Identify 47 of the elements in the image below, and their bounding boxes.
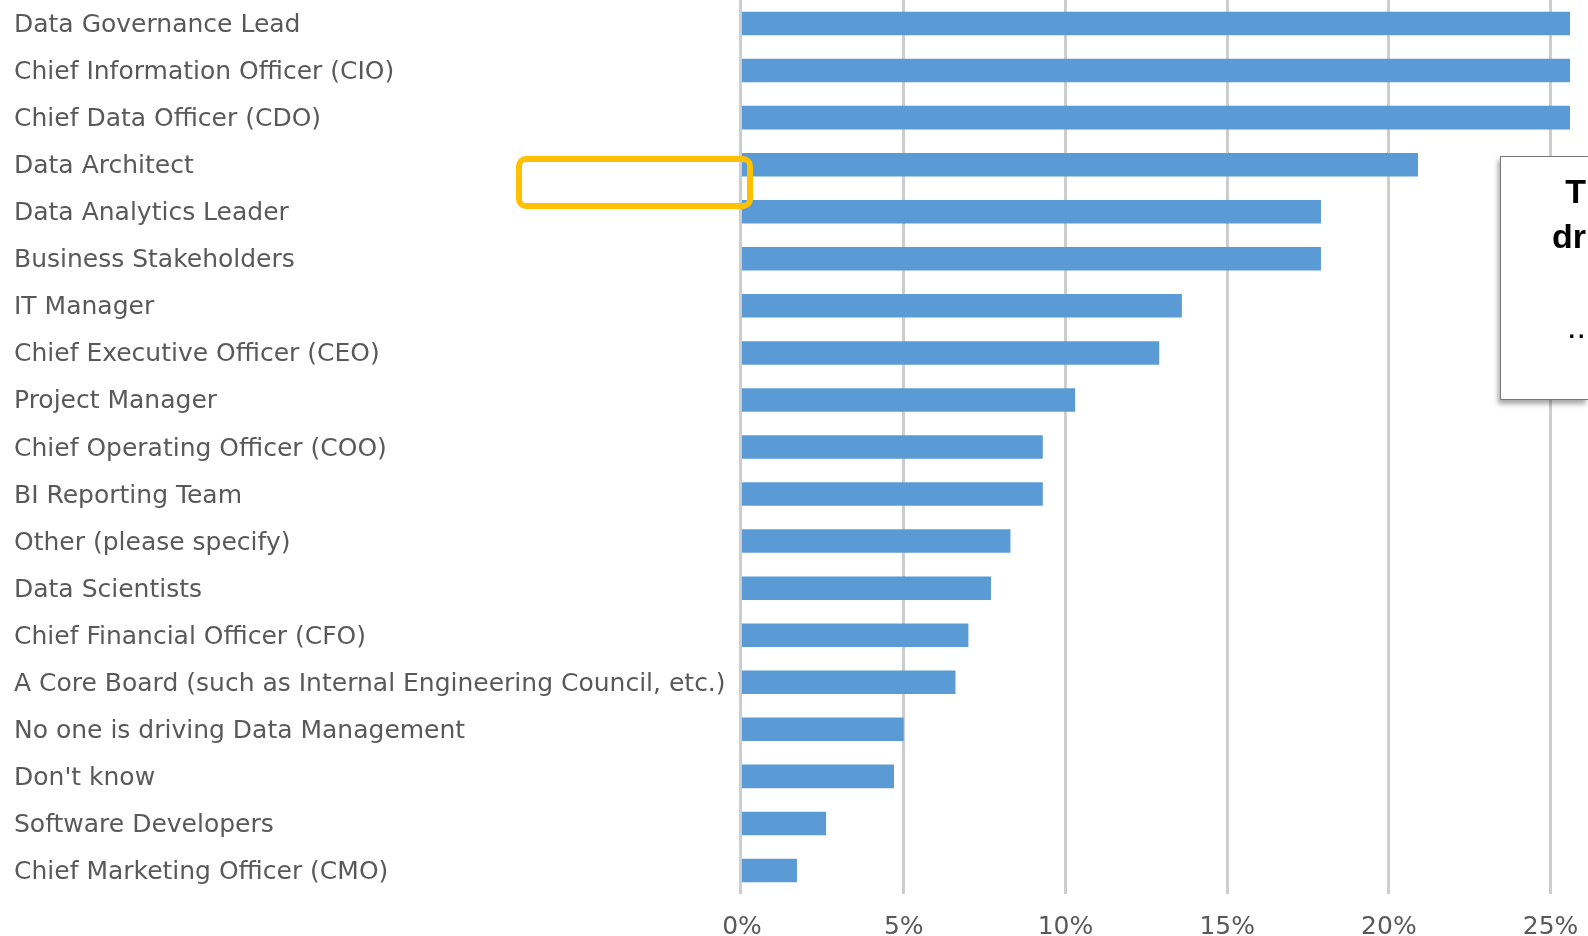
y-tick-label: Other (please specify) (14, 527, 291, 556)
bar (742, 11, 1570, 36)
y-tick-label: Data Scientists (14, 574, 203, 603)
x-tick-label: 25% (1522, 911, 1579, 936)
y-tick-label: No one is driving Data Management (14, 715, 466, 744)
bar (742, 623, 969, 647)
x-tick-label: 10% (1037, 911, 1094, 936)
bar (742, 58, 1570, 83)
x-tick-label: 20% (1361, 911, 1417, 936)
y-tick-label: Business Stakeholders (14, 244, 295, 273)
annotation: dr (1551, 216, 1586, 257)
y-tick-label: Chief Executive Officer (CEO) (14, 338, 380, 367)
y-tick-label: Data Governance Lead (14, 9, 301, 38)
y-tick-label: Chief Financial Officer (CFO) (14, 621, 367, 650)
bar (742, 811, 827, 836)
y-tick-label: Don't know (14, 762, 156, 791)
bar (742, 105, 1570, 130)
bar (742, 294, 1182, 318)
y-tick-label: Data Architect (14, 150, 194, 179)
y-tick-label: Chief Operating Officer (COO) (14, 433, 387, 462)
y-tick-label: Chief Information Officer (CIO) (14, 56, 395, 85)
y-tick-label: IT Manager (14, 291, 155, 320)
bar (742, 388, 1076, 412)
bar (742, 764, 895, 789)
y-tick-label: Software Developers (14, 809, 274, 838)
bar (742, 576, 992, 600)
bar (742, 247, 1321, 271)
y-tick-label: Project Manager (14, 385, 218, 414)
bar (742, 199, 1321, 224)
y-tick-label: A Core Board (such as Internal Engineering Council, etc.) (14, 668, 726, 697)
bar (742, 341, 1160, 365)
bar (742, 529, 1011, 553)
bar (742, 858, 797, 883)
bar (742, 435, 1043, 459)
bar (742, 670, 956, 695)
y-tick-label: BI Reporting Team (14, 480, 243, 509)
bar (742, 482, 1043, 506)
x-tick-label: 0% (722, 911, 762, 936)
y-tick-label: Data Analytics Leader (14, 197, 290, 226)
annotation: .. (1566, 306, 1586, 347)
x-tick-label: 15% (1199, 911, 1255, 936)
y-tick-label: Chief Data Officer (CDO) (14, 103, 322, 132)
x-tick-label: 5% (883, 911, 924, 936)
bar (742, 717, 904, 742)
y-tick-label: Chief Marketing Officer (CMO) (14, 856, 389, 885)
annotation: T (1564, 171, 1586, 212)
text-box: T dr .. (1500, 156, 1588, 400)
